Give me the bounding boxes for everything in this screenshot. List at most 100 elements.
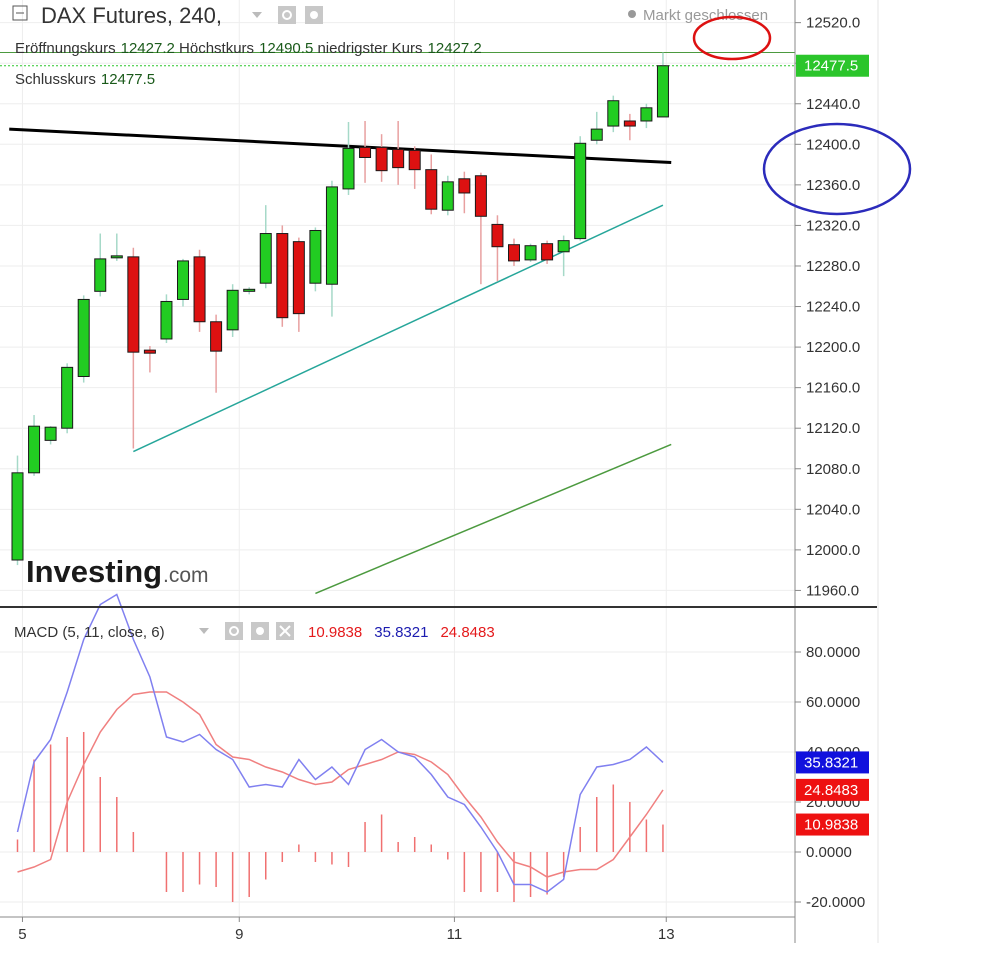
candle-body bbox=[210, 321, 223, 352]
candle-body bbox=[590, 128, 603, 141]
ohlc-value: 12427.2 bbox=[121, 40, 175, 57]
candle-body bbox=[574, 142, 587, 240]
macd-eye-icon[interactable] bbox=[225, 622, 243, 640]
macd-chevron-down-icon[interactable] bbox=[199, 628, 209, 634]
macd-tick-label: 0.0000 bbox=[806, 844, 852, 861]
ohlc-label: niedrigster Kurs bbox=[317, 40, 422, 57]
candle-body bbox=[524, 245, 537, 261]
candle-body bbox=[359, 146, 372, 158]
candle-body bbox=[392, 148, 405, 169]
candle-body bbox=[243, 288, 256, 292]
candle-body bbox=[474, 175, 487, 217]
candle-body bbox=[11, 472, 24, 561]
time-tick-label: 9 bbox=[235, 926, 243, 943]
price-tick-label: 12240.0 bbox=[806, 299, 860, 316]
red-highlight-circle bbox=[692, 15, 772, 61]
candle-body bbox=[276, 233, 289, 319]
trendline bbox=[9, 127, 672, 165]
price-tick-label: 12520.0 bbox=[806, 15, 860, 32]
candle-body bbox=[491, 223, 504, 248]
market-status: Markt geschlossen bbox=[643, 7, 768, 24]
candle-body bbox=[226, 289, 239, 331]
last-price-badge bbox=[796, 54, 869, 77]
price-tick-label: 12160.0 bbox=[806, 380, 860, 397]
candle-body bbox=[607, 100, 620, 127]
macd-value-badge bbox=[796, 813, 869, 836]
candle-body bbox=[143, 349, 156, 354]
candle-body bbox=[541, 243, 554, 261]
symbol-title: DAX Futures, 240, bbox=[41, 3, 222, 28]
macd-values: 10.9838 35.8321 24.8483 bbox=[308, 624, 495, 641]
macd-gear-center-icon bbox=[256, 627, 264, 635]
ohlc-value: 12427.2 bbox=[428, 40, 482, 57]
ohlc-label: Eröffnungskurs bbox=[15, 40, 116, 57]
price-tick-label: 12200.0 bbox=[806, 339, 860, 356]
ohlc-value: 12490.5 bbox=[259, 40, 313, 57]
price-tick-label: 12080.0 bbox=[806, 461, 860, 478]
price-tick-label: 12400.0 bbox=[806, 136, 860, 153]
candle-body bbox=[375, 146, 388, 172]
trendlines[interactable] bbox=[0, 52, 795, 595]
macd-value-badge-label: 10.9838 bbox=[804, 817, 858, 834]
macd-eye-pupil-icon bbox=[229, 626, 239, 636]
gear-center-icon bbox=[310, 11, 318, 19]
candle-body bbox=[127, 256, 140, 353]
status-dot-icon bbox=[628, 10, 636, 18]
price-tick-label: 12280.0 bbox=[806, 258, 860, 275]
candle-body bbox=[342, 147, 355, 190]
ohlc-value: 12477.5 bbox=[101, 71, 155, 88]
macd-value-badge bbox=[796, 751, 869, 774]
macd-value-badge-label: 35.8321 bbox=[804, 754, 858, 771]
price-tick-label: 11960.0 bbox=[806, 582, 859, 599]
candle-body bbox=[28, 425, 41, 474]
candle-body bbox=[508, 244, 520, 262]
candle-body bbox=[177, 260, 189, 300]
macd-close-x-icon bbox=[279, 625, 291, 637]
candle-body bbox=[623, 120, 636, 127]
eye-icon[interactable] bbox=[278, 6, 296, 24]
price-tick-label: 12000.0 bbox=[806, 542, 860, 559]
ohlc-line-1: Eröffnungskurs 12427.2 Höchstkurs 12490.5 … bbox=[15, 40, 482, 57]
candles[interactable] bbox=[11, 52, 669, 566]
candle-body bbox=[94, 258, 107, 292]
candle-body bbox=[44, 426, 57, 441]
ohlc-label: Schlusskurs bbox=[15, 71, 96, 88]
ohlc-line-2: Schlusskurs 12477.5 bbox=[15, 71, 155, 88]
logo-brand: Investing bbox=[26, 554, 162, 589]
collapse-icon[interactable] bbox=[12, 5, 28, 21]
ohlc-label: Höchstkurs bbox=[179, 40, 254, 57]
eye-pupil-icon bbox=[282, 10, 292, 20]
chevron-down-icon[interactable] bbox=[252, 12, 262, 18]
macd-pane[interactable] bbox=[16, 593, 664, 903]
last-price-label: 12477.5 bbox=[804, 58, 858, 75]
price-axis[interactable]: 12520.012480.012440.012400.012360.012320… bbox=[795, 15, 869, 600]
macd-legend-value: 35.8321 bbox=[374, 624, 428, 641]
candle-body bbox=[325, 186, 338, 285]
candle-body bbox=[193, 256, 206, 323]
candle-body bbox=[458, 178, 471, 194]
macd-label: MACD (5, 11, close, 6) bbox=[14, 624, 165, 641]
price-tick-label: 12120.0 bbox=[806, 420, 860, 437]
candle-body bbox=[656, 65, 669, 118]
macd-legend: MACD (5, 11, close, 6) 10.9838 35.8321 24.… bbox=[14, 622, 495, 641]
trendline bbox=[315, 443, 672, 595]
time-axis[interactable]: 5 9 11 13 bbox=[18, 917, 675, 943]
macd-value-badge bbox=[796, 778, 869, 801]
candle-body bbox=[557, 240, 570, 253]
macd-value-badge-label: 24.8483 bbox=[804, 782, 858, 799]
macd-legend-value: 10.9838 bbox=[308, 624, 362, 641]
candle-body bbox=[259, 233, 272, 284]
macd-axis[interactable]: 80.000060.000040.000020.00000.0000-20.00… bbox=[795, 644, 869, 911]
macd-tick-label: 60.0000 bbox=[806, 694, 860, 711]
price-tick-label: 12320.0 bbox=[806, 217, 860, 234]
candle-body bbox=[292, 241, 305, 315]
candle-body bbox=[77, 298, 90, 377]
candle-body bbox=[61, 366, 74, 429]
macd-line bbox=[16, 593, 664, 893]
time-tick-label: 11 bbox=[447, 926, 463, 943]
macd-legend-value: 24.8483 bbox=[440, 624, 494, 641]
macd-tick-label: -20.0000 bbox=[806, 894, 865, 911]
trendline bbox=[133, 204, 664, 453]
macd-tick-label: 80.0000 bbox=[806, 644, 860, 661]
